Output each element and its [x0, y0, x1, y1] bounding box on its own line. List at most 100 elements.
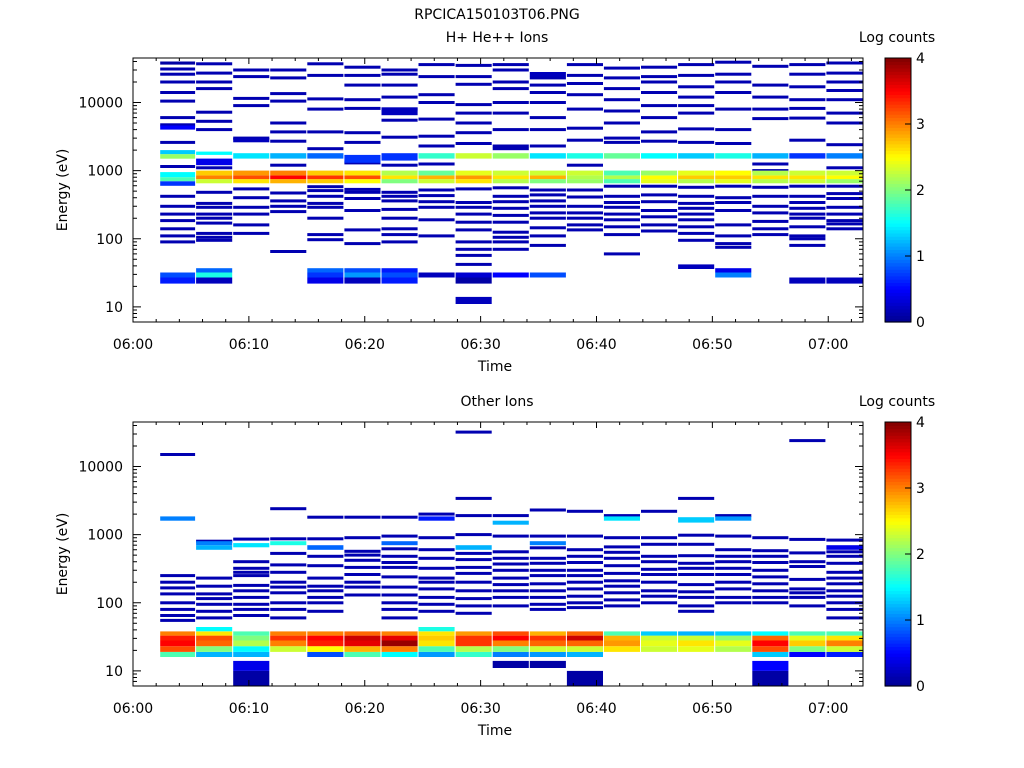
spectrogram-streak — [160, 91, 196, 94]
colorbar-swatch — [885, 478, 911, 482]
spectrogram-streak — [529, 216, 566, 220]
spectrogram-cell — [789, 277, 826, 284]
spectrogram-streak — [381, 207, 418, 211]
colorbar-swatch — [885, 137, 911, 142]
spectrogram-streak — [196, 221, 233, 225]
spectrogram-cell — [529, 272, 566, 278]
spectrogram-cell — [566, 153, 603, 159]
colorbar-swatch — [885, 183, 911, 188]
spectrogram-streak — [826, 616, 863, 620]
spectrogram-streak — [381, 83, 418, 87]
spectrogram-cell — [344, 646, 381, 652]
spectrogram-streak — [678, 561, 715, 565]
spectrogram-streak — [826, 561, 863, 565]
x-tick-label: 06:10 — [229, 701, 269, 717]
spectrogram-cell — [826, 651, 863, 657]
colorbar-swatch — [885, 448, 911, 453]
spectrogram-streak — [307, 584, 344, 588]
spectrogram-streak — [752, 185, 789, 189]
spectrogram-cell — [270, 170, 307, 176]
spectrogram-cell — [196, 651, 233, 657]
spectrogram-streak — [492, 235, 529, 239]
colorbar-swatch — [885, 514, 911, 519]
spectrogram-cell — [641, 175, 678, 180]
spectrogram-streak — [381, 547, 418, 551]
spectrogram-cell — [641, 631, 678, 636]
spectrogram-streak — [641, 573, 678, 576]
spectrogram-streak — [789, 591, 826, 595]
colorbar-swatch — [885, 272, 911, 277]
colorbar-swatch — [885, 653, 911, 657]
colorbar-swatch — [885, 104, 911, 109]
spectrogram-cell — [160, 172, 196, 178]
spectrogram-cell — [529, 153, 566, 159]
spectrogram-streak — [196, 616, 233, 620]
spectrogram-streak — [344, 585, 381, 589]
spectrogram-streak — [603, 579, 640, 583]
spectrogram-streak — [455, 533, 492, 537]
spectrogram-streak — [752, 162, 789, 166]
spectrogram-cell — [418, 635, 455, 641]
spectrogram-streak — [826, 205, 863, 209]
spectrogram-streak — [455, 75, 492, 79]
colorbar: 0 1 2 3 4 — [884, 415, 925, 695]
spectrogram-streak — [529, 574, 566, 578]
spectrogram-streak — [160, 607, 196, 611]
colorbar-swatch — [885, 100, 911, 105]
spectrogram-streak — [789, 243, 826, 247]
spectrogram-streak — [196, 201, 233, 205]
spectrogram-cell — [418, 627, 455, 632]
spectrogram-streak — [270, 76, 307, 80]
spectrogram-streak — [566, 228, 603, 232]
spectrogram-streak — [270, 580, 307, 584]
spectrogram-streak — [160, 614, 196, 617]
spectrogram-cell — [603, 516, 640, 521]
y-tick-label: 1000 — [87, 164, 123, 180]
spectrogram-cell — [344, 170, 381, 176]
spectrogram-cell — [492, 170, 529, 176]
y-axis-label: Energy (eV) — [55, 149, 71, 232]
colorbar-swatch — [885, 216, 911, 221]
spectrogram-streak — [641, 80, 678, 84]
colorbar-label: Log counts — [859, 394, 935, 410]
spectrogram-streak — [307, 205, 344, 209]
spectrogram-streak — [455, 82, 492, 86]
colorbar-swatch — [885, 623, 911, 628]
spectrogram-streak — [270, 507, 307, 511]
spectrogram-streak — [418, 101, 455, 104]
spectrogram-streak — [678, 554, 715, 558]
spectrogram-streak — [160, 601, 196, 605]
spectrogram-cell — [566, 170, 603, 176]
spectrogram-streak — [678, 218, 715, 222]
spectrogram-streak — [678, 206, 715, 210]
other-ions-panel: Other Ions Log counts 06:00 06:10 06:20 06:… — [55, 394, 935, 739]
spectrogram-streak — [160, 212, 196, 216]
spectrogram-cell — [752, 170, 789, 176]
spectrogram-cell — [603, 635, 640, 641]
spectrogram-streak — [307, 564, 344, 568]
spectrogram-streak — [307, 233, 344, 237]
colorbar-swatch — [885, 190, 911, 194]
spectrogram-cell — [566, 646, 603, 652]
spectrogram-streak — [418, 200, 455, 204]
spectrogram-streak — [529, 546, 566, 550]
spectrogram-cell — [752, 175, 789, 180]
colorbar-swatch — [885, 279, 911, 283]
colorbar-swatch — [885, 455, 911, 459]
colorbar-swatch — [885, 219, 911, 224]
spectrogram-streak — [641, 184, 678, 188]
colorbar-swatch — [885, 199, 911, 204]
spectrogram-cell — [529, 651, 566, 657]
spectrogram-cell — [344, 175, 381, 180]
spectrogram-streak — [826, 71, 863, 75]
spectrogram-cell — [789, 635, 826, 641]
spectrogram-streak — [715, 242, 752, 246]
spectrogram-cell — [381, 635, 418, 641]
spectrogram-cell — [344, 640, 381, 647]
spectrogram-cell — [566, 175, 603, 180]
spectrogram-cell — [381, 541, 418, 546]
spectrogram-streak — [307, 189, 344, 193]
colorbar-swatch — [885, 94, 911, 99]
spectrogram-cell — [826, 631, 863, 636]
spectrogram-cell — [715, 635, 752, 641]
